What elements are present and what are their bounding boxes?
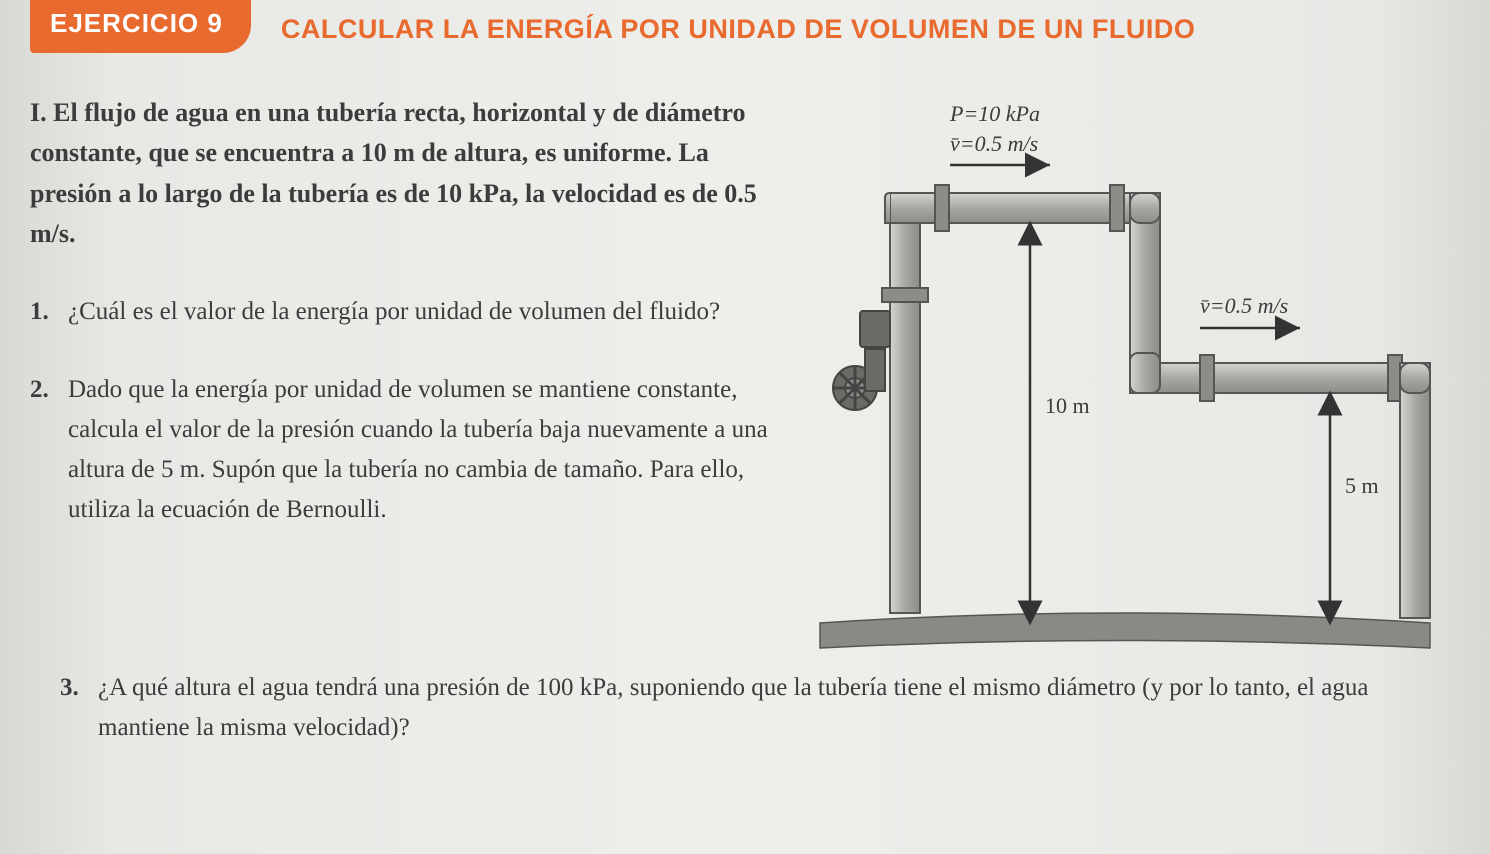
label-pressure: P=10 kPa <box>949 101 1040 126</box>
intro-text: El flujo de agua en una tubería recta, h… <box>30 98 757 248</box>
pipe-flange <box>1200 355 1214 401</box>
question-3: 3. ¿A qué altura el agua tendrá una pres… <box>30 668 1450 748</box>
roman-numeral: I. <box>30 98 47 127</box>
content-row: I. El flujo de agua en una tubería recta… <box>30 93 1450 658</box>
intro-paragraph: I. El flujo de agua en una tubería recta… <box>30 93 770 254</box>
question-text: ¿Cuál es el valor de la energía por unid… <box>68 298 720 325</box>
question-number: 3. <box>60 668 79 708</box>
pipe-elbow <box>1130 353 1160 393</box>
page-title: CALCULAR LA ENERGÍA POR UNIDAD DE VOLUME… <box>281 0 1196 45</box>
pipe-horizontal-mid <box>1130 363 1430 393</box>
label-height-10m: 10 m <box>1045 393 1090 418</box>
pipe-vertical-far-right <box>1400 363 1430 618</box>
ground <box>820 613 1430 648</box>
label-velocity-mid: v̄=0.5 m/s <box>1200 293 1288 318</box>
pipe-flange <box>882 288 928 302</box>
question-number: 1. <box>30 292 49 332</box>
text-column: I. El flujo de agua en una tubería recta… <box>30 93 770 658</box>
exercise-tab: EJERCICIO 9 <box>30 0 251 53</box>
header: EJERCICIO 9 CALCULAR LA ENERGÍA POR UNID… <box>30 0 1450 53</box>
question-text: Dado que la energía por unidad de volume… <box>68 376 768 523</box>
valve <box>833 311 890 410</box>
pipe-diagram: P=10 kPa v̄=0.5 m/s v̄=0.5 m/s 10 m 5 m <box>800 93 1440 653</box>
question-number: 2. <box>30 370 49 410</box>
pipe-flange <box>935 185 949 231</box>
pipe-vertical-left <box>890 213 920 613</box>
label-velocity-top: v̄=0.5 m/s <box>950 131 1038 156</box>
pipe-elbow <box>1130 193 1160 223</box>
question-list: 1. ¿Cuál es el valor de la energía por u… <box>30 292 770 530</box>
question-2: 2. Dado que la energía por unidad de vol… <box>68 370 770 530</box>
pipe-elbow <box>1400 363 1430 393</box>
pipe-flange <box>1110 185 1124 231</box>
question-1: 1. ¿Cuál es el valor de la energía por u… <box>68 292 770 332</box>
label-height-5m: 5 m <box>1345 473 1379 498</box>
question-text: ¿A qué altura el agua tendrá una presión… <box>98 674 1368 741</box>
diagram-column: P=10 kPa v̄=0.5 m/s v̄=0.5 m/s 10 m 5 m <box>800 93 1450 658</box>
pipe-elbow <box>885 193 890 223</box>
page: EJERCICIO 9 CALCULAR LA ENERGÍA POR UNID… <box>0 0 1490 854</box>
